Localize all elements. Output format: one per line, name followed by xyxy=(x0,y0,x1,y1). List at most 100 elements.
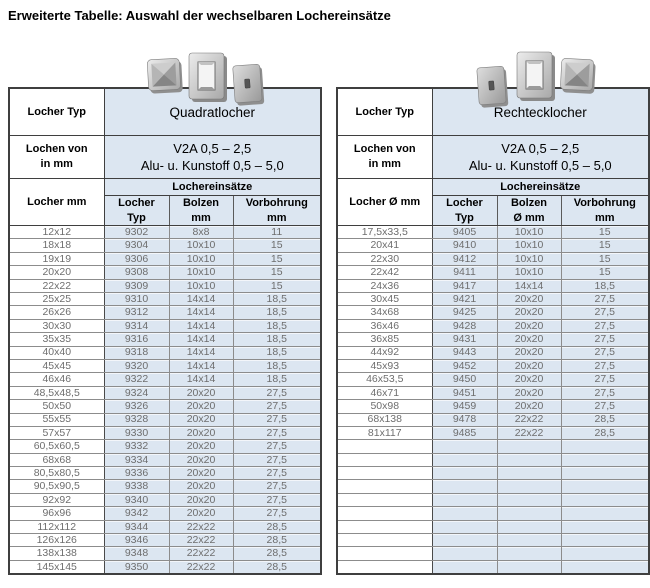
cell-locher-mm: 19x19 xyxy=(8,251,105,267)
cell-bolzen: 14x14 xyxy=(168,291,234,307)
cell-locher-mm: 30x30 xyxy=(8,318,105,334)
table-row: 22x30 9412 10x10 15 xyxy=(336,251,650,267)
cell-locher-typ: 9320 xyxy=(103,358,170,374)
cell-bolzen: 22x22 xyxy=(168,559,234,575)
cell-vorbohrung xyxy=(560,492,650,508)
cell-bolzen: 20x20 xyxy=(496,358,562,374)
table-row: 22x42 9411 10x10 15 xyxy=(336,265,650,280)
cell-locher-mm: 90,5x90,5 xyxy=(8,479,105,494)
quadratlocher-punch-inserts-image xyxy=(147,52,265,106)
cell-locher-typ xyxy=(431,492,498,508)
cell-locher-mm: 46x53,5 xyxy=(336,372,433,387)
cell-locher-mm: 25x25 xyxy=(8,291,105,307)
cell-bolzen xyxy=(496,466,562,481)
cell-locher-mm: 22x30 xyxy=(336,251,433,267)
cell-vorbohrung: 27,5 xyxy=(560,399,650,414)
cell-locher-mm: 50x98 xyxy=(336,399,433,414)
table-row xyxy=(336,466,650,481)
cell-locher-typ: 9336 xyxy=(103,466,170,481)
cell-locher-typ: 9328 xyxy=(103,412,170,427)
cell-bolzen: 10x10 xyxy=(168,265,234,280)
cell-locher-mm: 80,5x80,5 xyxy=(8,466,105,481)
cell-bolzen: 20x20 xyxy=(496,345,562,360)
cell-vorbohrung: 18,5 xyxy=(560,278,650,293)
cell-locher-typ: 9302 xyxy=(103,225,170,240)
cell-vorbohrung xyxy=(560,452,650,468)
cell-vorbohrung xyxy=(560,506,650,521)
cell-locher-mm: 48,5x48,5 xyxy=(8,385,105,401)
cell-locher-mm: 17,5x33,5 xyxy=(336,225,433,240)
cell-vorbohrung: 27,5 xyxy=(232,425,322,441)
cell-locher-mm: 35x35 xyxy=(8,332,105,347)
cell-bolzen xyxy=(496,559,562,575)
cell-vorbohrung: 27,5 xyxy=(560,291,650,307)
table-row xyxy=(336,439,650,454)
table-row: 96x96 9342 20x20 27,5 xyxy=(8,506,322,521)
cell-bolzen: 20x20 xyxy=(168,452,234,468)
cell-bolzen: 20x20 xyxy=(168,399,234,414)
cell-vorbohrung: 27,5 xyxy=(232,452,322,468)
cell-vorbohrung: 27,5 xyxy=(232,439,322,454)
cell-vorbohrung: 27,5 xyxy=(560,372,650,387)
table-row xyxy=(336,479,650,494)
cell-locher-typ: 9425 xyxy=(431,305,498,320)
group-header-lochereinsaetze: Lochereinsätze xyxy=(104,178,322,196)
lochen-von-label: Lochen von in mm xyxy=(337,135,433,179)
cell-vorbohrung xyxy=(560,519,650,535)
table-row: 57x57 9330 20x20 27,5 xyxy=(8,425,322,441)
cell-bolzen: 20x20 xyxy=(168,506,234,521)
cell-vorbohrung: 27,5 xyxy=(560,332,650,347)
cell-vorbohrung: 27,5 xyxy=(560,358,650,374)
cell-locher-typ: 9330 xyxy=(103,425,170,441)
cell-vorbohrung xyxy=(560,559,650,575)
table-row: 50x50 9326 20x20 27,5 xyxy=(8,399,322,414)
cell-bolzen: 22x22 xyxy=(168,519,234,535)
table-row: 19x19 9306 10x10 15 xyxy=(8,251,322,267)
table-row: 46x53,5 9450 20x20 27,5 xyxy=(336,372,650,387)
table-row: 44x92 9443 20x20 27,5 xyxy=(336,345,650,360)
cell-bolzen: 14x14 xyxy=(168,358,234,374)
cell-locher-typ: 9451 xyxy=(431,385,498,401)
table-row: 24x36 9417 14x14 18,5 xyxy=(336,278,650,293)
cell-vorbohrung: 28,5 xyxy=(560,412,650,427)
cell-locher-typ: 9334 xyxy=(103,452,170,468)
cell-locher-mm xyxy=(336,506,433,521)
cell-vorbohrung: 27,5 xyxy=(560,345,650,360)
cell-locher-typ: 9306 xyxy=(103,251,170,267)
cell-bolzen: 8x8 xyxy=(168,225,234,240)
cell-vorbohrung: 28,5 xyxy=(560,425,650,441)
cell-locher-mm: 126x126 xyxy=(8,533,105,548)
cell-bolzen: 14x14 xyxy=(168,305,234,320)
table-row: 12x12 9302 8x8 11 xyxy=(8,225,322,240)
table-row: 25x25 9310 14x14 18,5 xyxy=(8,291,322,307)
cell-bolzen: 10x10 xyxy=(496,251,562,267)
cell-locher-mm xyxy=(336,479,433,494)
cell-vorbohrung xyxy=(560,533,650,548)
cell-locher-mm xyxy=(336,452,433,468)
cell-bolzen: 22x22 xyxy=(496,412,562,427)
cell-locher-mm: 68x68 xyxy=(8,452,105,468)
cell-locher-typ xyxy=(431,533,498,548)
cell-locher-mm: 112x112 xyxy=(8,519,105,535)
cell-locher-mm: 46x46 xyxy=(8,372,105,387)
cell-bolzen: 22x22 xyxy=(168,546,234,561)
table-row: 22x22 9309 10x10 15 xyxy=(8,278,322,293)
cell-bolzen: 10x10 xyxy=(496,238,562,253)
cell-vorbohrung xyxy=(560,546,650,561)
table-row xyxy=(336,519,650,535)
cell-locher-typ: 9348 xyxy=(103,546,170,561)
cell-locher-mm: 45x45 xyxy=(8,358,105,374)
cell-bolzen: 22x22 xyxy=(168,533,234,548)
cell-locher-typ xyxy=(431,506,498,521)
cell-locher-mm: 36x46 xyxy=(336,318,433,334)
group-header-lochereinsaetze: Lochereinsätze xyxy=(432,178,649,196)
table-row: 17,5x33,5 9405 10x10 15 xyxy=(336,225,650,240)
table-row: 92x92 9340 20x20 27,5 xyxy=(8,492,322,508)
cell-vorbohrung: 15 xyxy=(560,225,650,240)
cell-locher-typ: 9312 xyxy=(103,305,170,320)
table-row: 126x126 9346 22x22 28,5 xyxy=(8,533,322,548)
table-row: 50x98 9459 20x20 27,5 xyxy=(336,399,650,414)
col-header-bolzen: Bolzen mm xyxy=(168,195,233,227)
table-row: 40x40 9318 14x14 18,5 xyxy=(8,345,322,360)
cell-vorbohrung: 15 xyxy=(232,238,322,253)
